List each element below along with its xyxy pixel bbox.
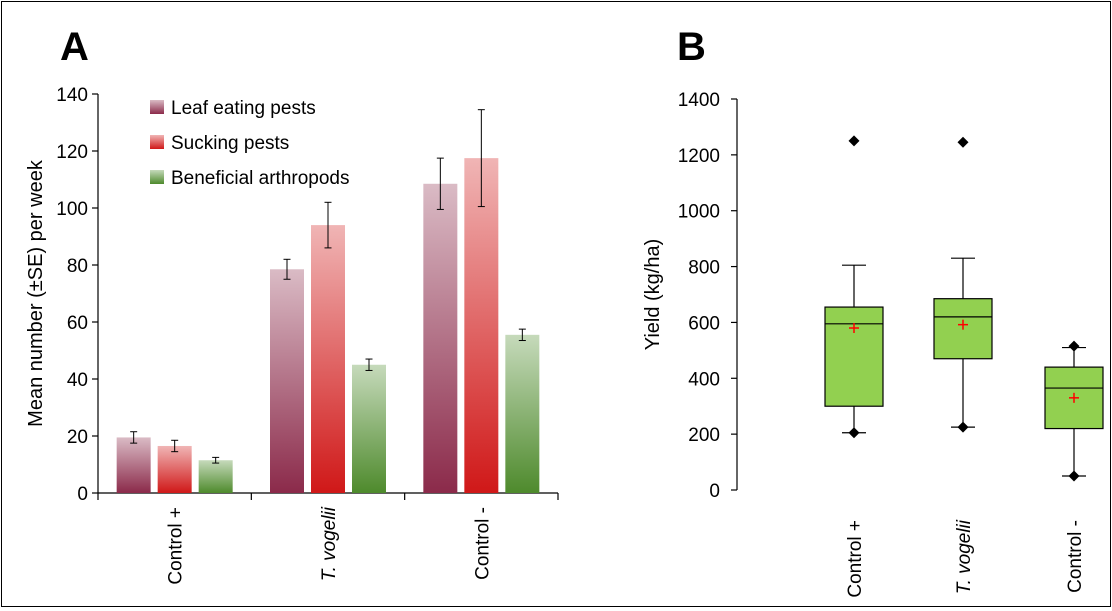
bar bbox=[505, 334, 540, 493]
bar bbox=[270, 269, 304, 493]
outlier-point bbox=[848, 427, 860, 439]
legend-label: Beneficial arthropods bbox=[171, 168, 350, 189]
iqr-box bbox=[933, 298, 993, 360]
outlier-point bbox=[1068, 340, 1080, 352]
y-tick-label: 400 bbox=[688, 369, 720, 390]
y-tick-label: 1000 bbox=[678, 202, 720, 223]
x-category-label: Control - bbox=[1065, 520, 1086, 593]
box-plot: 0 200 400 600 800 1000 1200 1400 Control + T. vo… bbox=[642, 90, 1104, 598]
iqr-box bbox=[824, 306, 884, 407]
bar bbox=[423, 183, 458, 493]
legend-label: Sucking pests bbox=[171, 133, 289, 154]
panel-a-label: A bbox=[60, 25, 89, 69]
y-tick-label: 20 bbox=[67, 427, 88, 448]
y-tick-label: 600 bbox=[688, 313, 720, 334]
bar bbox=[352, 364, 386, 493]
x-category-label: T. vogelii bbox=[319, 506, 340, 581]
y-tick-label: 80 bbox=[67, 256, 88, 277]
outlier-point bbox=[957, 421, 969, 433]
bar-chart-y-axis-title: Mean number (±SE) per week bbox=[25, 159, 47, 427]
y-tick-label: 60 bbox=[67, 313, 88, 334]
legend-label: Leaf eating pests bbox=[171, 98, 316, 119]
bar bbox=[311, 225, 345, 493]
y-tick-label: 100 bbox=[56, 199, 88, 220]
box-plot-item bbox=[933, 136, 993, 433]
box-plot-item bbox=[824, 135, 884, 439]
bar bbox=[464, 158, 499, 493]
y-tick-label: 1200 bbox=[678, 146, 720, 167]
bar bbox=[116, 437, 151, 493]
y-tick-label: 1400 bbox=[678, 90, 720, 111]
legend-swatch bbox=[150, 135, 164, 149]
bar-chart: 0 20 40 60 80 100 120 140 Control + T. vogelii Co… bbox=[25, 85, 559, 585]
y-tick-label: 0 bbox=[709, 481, 720, 502]
box-plot-item bbox=[1044, 340, 1104, 482]
bar bbox=[198, 460, 233, 493]
y-tick-label: 800 bbox=[688, 258, 720, 279]
legend-swatch bbox=[150, 170, 164, 184]
outlier-point bbox=[848, 135, 860, 147]
bar bbox=[157, 445, 192, 493]
panel-b-label: B bbox=[677, 25, 706, 69]
y-tick-label: 200 bbox=[688, 425, 720, 446]
y-tick-label: 140 bbox=[56, 85, 88, 106]
x-category-label: Control + bbox=[845, 520, 866, 598]
outlier-point bbox=[1068, 470, 1080, 482]
legend: Leaf eating pests Sucking pests Beneficial… bbox=[150, 98, 350, 189]
legend-swatch bbox=[150, 100, 164, 114]
y-tick-label: 120 bbox=[56, 142, 88, 163]
x-category-label: T. vogelii bbox=[954, 519, 975, 594]
y-tick-label: 40 bbox=[67, 370, 88, 391]
x-category-label: Control + bbox=[166, 507, 187, 585]
y-tick-label: 0 bbox=[77, 484, 88, 505]
x-category-label: Control - bbox=[472, 507, 493, 580]
box-plot-y-axis-title: Yield (kg/ha) bbox=[642, 239, 664, 351]
outlier-point bbox=[957, 136, 969, 148]
